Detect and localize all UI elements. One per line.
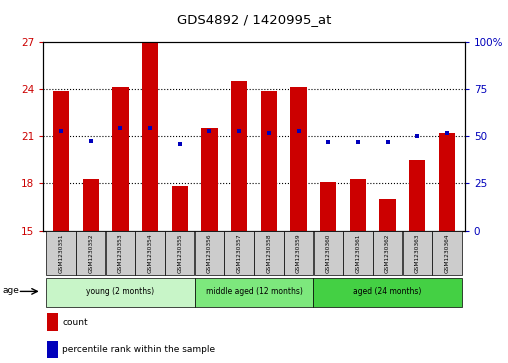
Text: GSM1230355: GSM1230355 [177, 233, 182, 273]
Text: age: age [3, 286, 19, 295]
Bar [313, 277, 462, 307]
Text: GSM1230360: GSM1230360 [326, 233, 331, 273]
Text: GSM1230354: GSM1230354 [148, 233, 152, 273]
Bar [373, 231, 402, 276]
Text: GSM1230362: GSM1230362 [385, 233, 390, 273]
Bar [195, 277, 313, 307]
Bar [225, 231, 254, 276]
Bar [46, 231, 76, 276]
Text: GSM1230361: GSM1230361 [356, 233, 360, 273]
Bar [313, 231, 343, 276]
Bar [231, 81, 247, 231]
Text: GSM1230359: GSM1230359 [296, 233, 301, 273]
Text: GSM1230363: GSM1230363 [415, 233, 420, 273]
Bar [112, 87, 129, 231]
Bar [142, 42, 158, 231]
Text: GSM1230356: GSM1230356 [207, 233, 212, 273]
Text: aged (24 months): aged (24 months) [354, 287, 422, 296]
Bar [76, 231, 105, 276]
Bar [379, 199, 396, 231]
Text: GSM1230364: GSM1230364 [444, 233, 450, 273]
Text: GSM1230358: GSM1230358 [266, 233, 271, 273]
Bar [409, 160, 426, 231]
Bar [439, 133, 455, 231]
Bar [46, 277, 195, 307]
Text: percentile rank within the sample: percentile rank within the sample [62, 345, 215, 354]
Bar [284, 231, 313, 276]
Bar [350, 179, 366, 231]
Bar [135, 231, 165, 276]
Bar [343, 231, 373, 276]
Bar [47, 340, 58, 358]
Bar [106, 231, 135, 276]
Bar [201, 128, 217, 231]
Bar [165, 231, 195, 276]
Text: GSM1230351: GSM1230351 [58, 233, 64, 273]
Text: GSM1230352: GSM1230352 [88, 233, 93, 273]
Bar [47, 314, 58, 331]
Bar [320, 182, 336, 231]
Text: count: count [62, 318, 88, 327]
Bar [432, 231, 462, 276]
Text: middle aged (12 months): middle aged (12 months) [206, 287, 302, 296]
Bar [195, 231, 224, 276]
Bar [53, 90, 69, 231]
Text: GSM1230353: GSM1230353 [118, 233, 123, 273]
Text: young (2 months): young (2 months) [86, 287, 154, 296]
Text: GDS4892 / 1420995_at: GDS4892 / 1420995_at [177, 13, 331, 26]
Bar [82, 179, 99, 231]
Bar [261, 90, 277, 231]
Bar [291, 87, 307, 231]
Bar [403, 231, 432, 276]
Bar [172, 187, 188, 231]
Bar [254, 231, 283, 276]
Text: GSM1230357: GSM1230357 [237, 233, 242, 273]
